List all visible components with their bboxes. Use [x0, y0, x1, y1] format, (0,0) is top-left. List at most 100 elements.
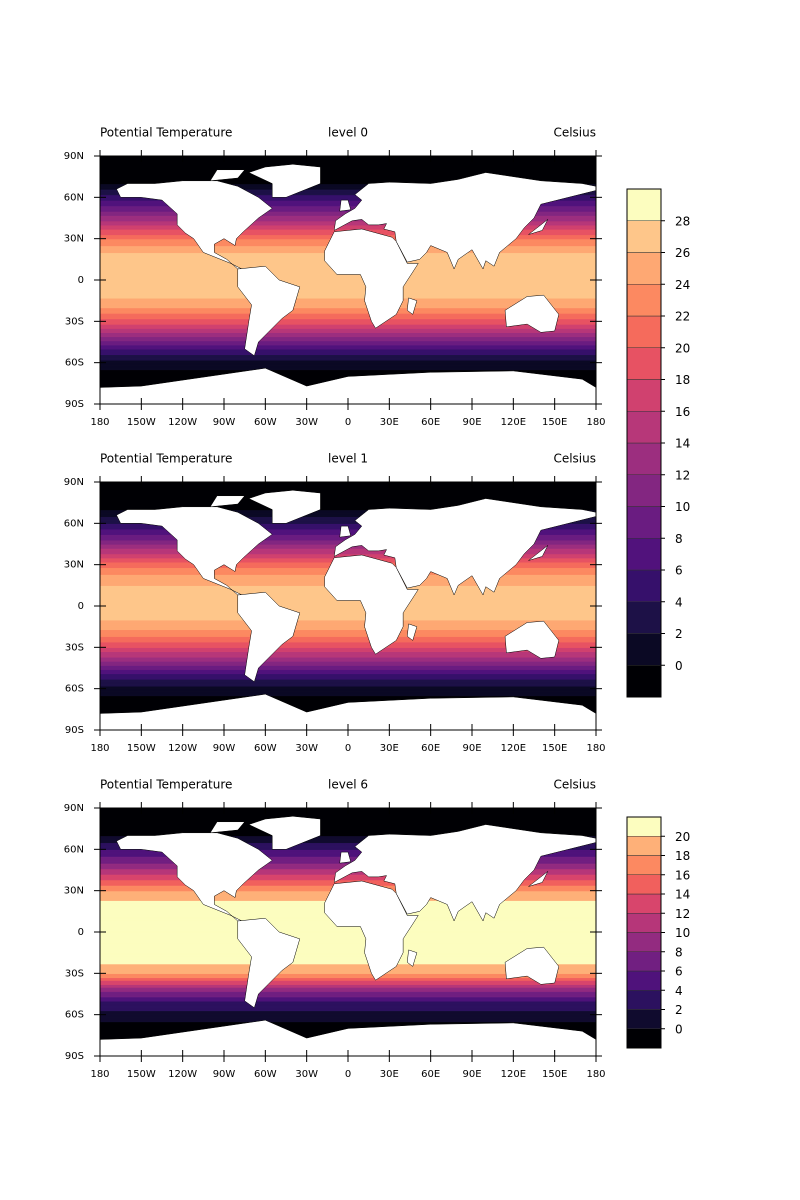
contour-band — [100, 820, 596, 823]
x-tick-label: 150W — [127, 1069, 156, 1080]
contour-band — [100, 1017, 596, 1020]
contour-band — [100, 967, 596, 970]
contour-band — [100, 601, 596, 604]
contour-band — [100, 685, 596, 688]
contour-band — [100, 614, 596, 617]
contour-band — [100, 825, 596, 828]
contour-band — [100, 621, 596, 624]
contour-band — [100, 959, 596, 962]
colorbar-tick-label: 8 — [675, 532, 683, 546]
contour-band — [100, 490, 596, 493]
contour-band — [100, 365, 596, 368]
contour-band — [100, 1009, 596, 1012]
contour-band — [100, 189, 596, 192]
contour-band — [100, 982, 596, 985]
contour-band — [100, 956, 596, 959]
contour-band — [100, 184, 596, 187]
contour-band — [100, 293, 596, 296]
contour-band — [100, 504, 596, 507]
contour-band — [100, 358, 596, 361]
contour-band — [100, 998, 596, 1001]
contour-band — [100, 366, 596, 369]
contour-band — [100, 509, 596, 512]
contour-band — [100, 936, 596, 939]
contour-band — [100, 555, 596, 557]
title-left: Potential Temperature — [100, 452, 232, 466]
contour-band — [100, 824, 596, 827]
contour-band — [100, 303, 596, 306]
colorbar-tick-label: 10 — [675, 500, 690, 514]
contour-band — [100, 977, 596, 980]
contour-band — [100, 637, 596, 640]
x-tick-label: 180 — [90, 1069, 109, 1080]
contour-band — [100, 173, 596, 176]
x-tick-label: 120E — [501, 417, 526, 428]
contour-band — [100, 347, 596, 350]
x-tick-label: 120E — [501, 1069, 526, 1080]
contour-band — [100, 643, 596, 646]
contour-band — [100, 677, 596, 680]
contour-band — [100, 277, 596, 280]
contour-band — [100, 1022, 596, 1025]
colorbar-tick-label: 0 — [675, 659, 683, 673]
contour-band — [100, 666, 596, 669]
contour-band — [100, 288, 596, 291]
x-tick-label: 60W — [254, 743, 277, 754]
contour-band — [100, 814, 596, 817]
contour-band — [100, 861, 596, 864]
contour-band — [100, 491, 596, 494]
contour-band — [100, 966, 596, 969]
contour-band — [100, 167, 596, 169]
colorbar-tick-label: 26 — [675, 246, 690, 260]
x-tick-label: 150W — [127, 743, 156, 754]
contour-band — [100, 663, 596, 666]
contour-band — [100, 827, 596, 830]
contour-band — [100, 819, 596, 821]
contour-band — [100, 816, 596, 819]
contour-band — [100, 817, 596, 820]
contour-band — [100, 661, 596, 664]
contour-band — [100, 357, 596, 360]
colorbar-band — [626, 970, 662, 991]
contour-band — [100, 340, 596, 343]
contour-band — [100, 695, 596, 698]
colorbar-band — [626, 665, 662, 698]
contour-band — [100, 670, 596, 673]
contour-band — [100, 684, 596, 687]
y-tick-label: 90S — [65, 399, 84, 410]
contour-band — [100, 344, 596, 347]
contour-band — [100, 603, 596, 606]
contour-band — [100, 926, 596, 929]
contour-band — [100, 951, 596, 954]
contour-band — [100, 353, 596, 355]
colorbar-band — [626, 990, 662, 1010]
colorbar-tick-label: 12 — [675, 907, 690, 921]
contour-band — [100, 847, 596, 850]
contour-band — [100, 321, 596, 324]
contour-band — [100, 813, 596, 816]
contour-band — [100, 692, 596, 695]
contour-band — [100, 994, 596, 996]
y-tick-label: 30S — [65, 968, 84, 979]
contour-band — [100, 625, 596, 628]
contour-band — [100, 665, 596, 668]
contour-band — [100, 941, 596, 944]
contour-band — [100, 945, 596, 948]
contour-band — [100, 947, 596, 950]
colorbar-band — [626, 893, 662, 914]
contour-band — [100, 329, 596, 332]
contour-band — [100, 687, 596, 690]
contour-band — [100, 326, 596, 329]
field — [100, 156, 596, 404]
field — [100, 482, 596, 730]
contour-band — [100, 987, 596, 990]
contour-band — [100, 209, 596, 212]
title-right: Celsius — [553, 778, 596, 792]
colorbar-band — [626, 379, 662, 412]
contour-band — [100, 674, 596, 677]
contour-band — [100, 351, 596, 354]
contour-band — [100, 310, 596, 313]
contour-band — [100, 821, 596, 824]
contour-band — [100, 832, 596, 835]
